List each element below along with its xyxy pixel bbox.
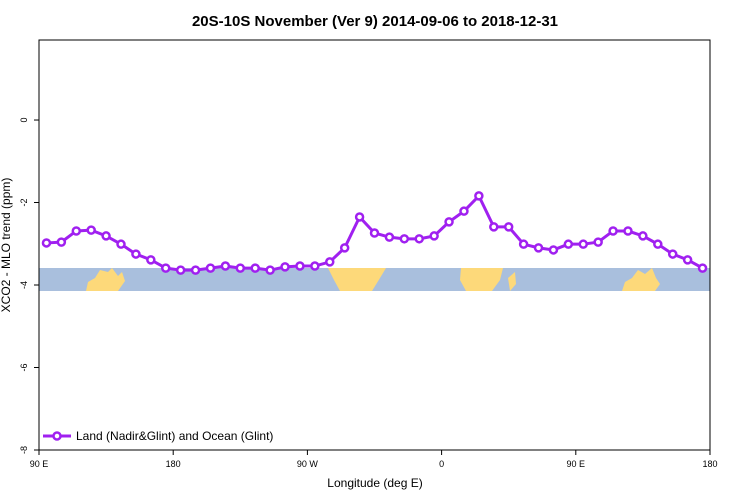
legend-marker: [52, 431, 62, 441]
point: [101, 231, 111, 241]
point: [384, 232, 395, 242]
point: [369, 228, 380, 238]
x-axis-label: Longitude (deg E): [327, 476, 422, 490]
point: [608, 226, 618, 236]
point: [71, 226, 82, 236]
point: [429, 231, 439, 241]
point: [325, 257, 335, 267]
point: [160, 263, 171, 273]
land: [328, 268, 386, 291]
point: [593, 237, 603, 247]
point: [489, 222, 499, 232]
y-tick-label: -4: [19, 281, 29, 289]
point: [265, 265, 275, 275]
land: [86, 268, 125, 291]
point: [667, 249, 678, 259]
point: [56, 237, 67, 247]
y-tick-label: -2: [19, 199, 29, 207]
point: [399, 234, 410, 244]
point: [548, 245, 559, 255]
point: [86, 225, 96, 235]
point: [459, 206, 469, 216]
point: [638, 231, 648, 241]
point: [697, 263, 708, 273]
chart-title: 20S-10S November (Ver 9) 2014-09-06 to 2…: [192, 13, 558, 30]
y-tick-label: -8: [19, 446, 29, 454]
legend-label: Land (Nadir&Glint) and Ocean (Glint): [76, 429, 273, 443]
x-tick-label: 90 E: [567, 459, 586, 469]
y-tick-label: 0: [19, 118, 29, 123]
land: [622, 268, 660, 291]
plot-frame: [38, 39, 711, 451]
point: [280, 262, 290, 272]
point: [250, 263, 260, 273]
point: [563, 239, 574, 249]
x-tick-label: 90 W: [297, 459, 319, 469]
point: [339, 243, 350, 253]
x-tick-label: 0: [439, 459, 444, 469]
legend: Land (Nadir&Glint) and Ocean (Glint): [43, 429, 273, 443]
point: [444, 217, 454, 227]
point: [41, 238, 52, 248]
point: [190, 265, 201, 275]
y-axis-label: XCO2 - MLO trend (ppm): [0, 178, 13, 313]
x-tick-label: 180: [702, 459, 717, 469]
point: [146, 255, 156, 265]
point: [175, 265, 186, 275]
point: [653, 239, 663, 249]
point: [295, 261, 305, 271]
map-band: [39, 268, 710, 291]
x-tick-label: 180: [166, 459, 181, 469]
point: [354, 212, 365, 222]
point: [578, 239, 589, 249]
point: [310, 261, 320, 271]
x-tick-label: 90 E: [30, 459, 49, 469]
land: [460, 268, 516, 291]
point: [116, 239, 126, 249]
y-tick-label: -6: [19, 363, 29, 371]
point: [220, 261, 231, 271]
point: [533, 243, 544, 253]
point: [414, 234, 424, 244]
point: [474, 191, 484, 201]
point: [205, 263, 216, 273]
point: [518, 239, 529, 249]
point: [503, 222, 514, 232]
point: [131, 249, 141, 259]
point: [235, 263, 246, 273]
point: [623, 226, 633, 236]
point: [682, 255, 693, 265]
